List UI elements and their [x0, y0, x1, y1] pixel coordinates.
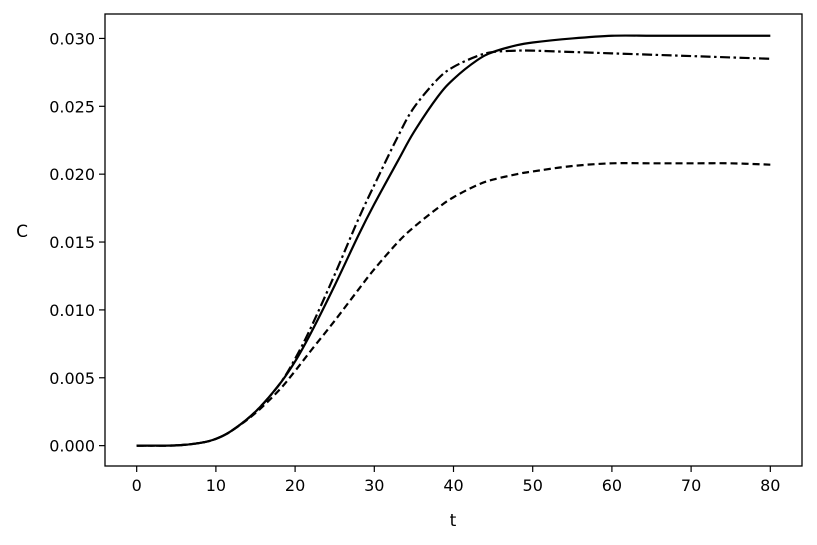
x-tick-label: 30: [364, 476, 384, 495]
x-axis-label: t: [450, 511, 457, 531]
x-tick-label: 70: [681, 476, 701, 495]
x-tick-label: 40: [443, 476, 463, 495]
x-tick-label: 60: [602, 476, 622, 495]
x-tick-label: 50: [523, 476, 543, 495]
x-tick-label: 80: [760, 476, 780, 495]
y-tick-label: 0.010: [49, 301, 95, 320]
y-tick-label: 0.020: [49, 165, 95, 184]
y-tick-label: 0.005: [49, 369, 95, 388]
y-axis-label: C: [16, 222, 28, 242]
y-tick-label: 0.000: [49, 437, 95, 456]
x-tick-label: 0: [132, 476, 142, 495]
y-tick-label: 0.025: [49, 97, 95, 116]
x-tick-label: 10: [206, 476, 226, 495]
x-tick-label: 20: [285, 476, 305, 495]
series-line-dashed: [136, 162, 771, 447]
y-tick-label: 0.030: [49, 29, 95, 48]
series-line-dashdot: [136, 49, 771, 447]
y-tick-label: 0.015: [49, 233, 95, 252]
series-line-solid: [136, 34, 771, 447]
axes-frame: [104, 13, 803, 467]
